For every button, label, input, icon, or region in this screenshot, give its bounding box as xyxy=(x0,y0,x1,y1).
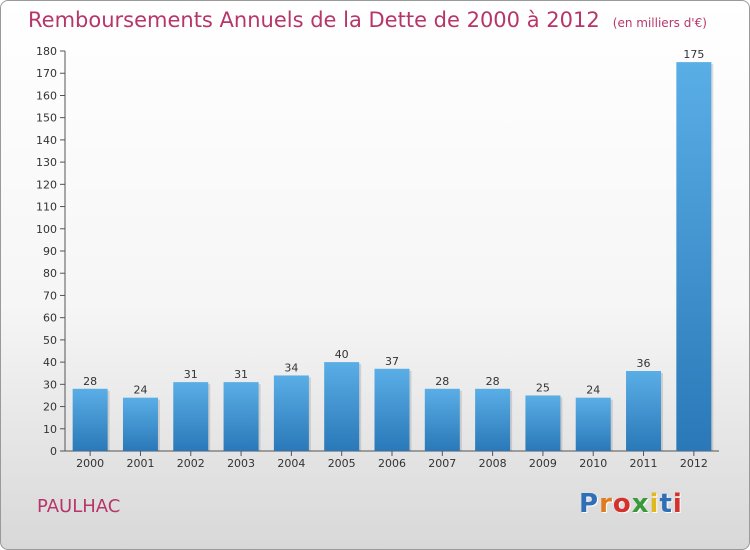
y-tick-label: 40 xyxy=(43,356,57,369)
value-label: 36 xyxy=(637,357,651,370)
x-tick-label: 2010 xyxy=(579,457,607,470)
y-tick-label: 50 xyxy=(43,334,57,347)
x-tick-label: 2012 xyxy=(680,457,708,470)
axes: 0 10 20 30 40 50 60 70 80 90 100 110 120 130 140 150 160… xyxy=(36,45,719,470)
value-label: 175 xyxy=(683,48,704,61)
y-tick-label: 70 xyxy=(43,289,57,302)
y-tick-label: 170 xyxy=(36,67,57,80)
bar-2003 xyxy=(223,382,259,451)
bar-2005 xyxy=(324,362,360,451)
x-tick-label: 2006 xyxy=(378,457,406,470)
y-tick-label: 150 xyxy=(36,112,57,125)
value-label: 37 xyxy=(385,355,399,368)
logo-letter: t xyxy=(659,489,673,519)
x-tick-label: 2000 xyxy=(76,457,104,470)
y-tick-label: 130 xyxy=(36,156,57,169)
y-tick-label: 80 xyxy=(43,267,57,280)
x-tick-label: 2005 xyxy=(328,457,356,470)
bar-2009 xyxy=(525,395,561,451)
bar-2008 xyxy=(475,388,511,451)
y-tick-label: 60 xyxy=(43,312,57,325)
x-tick-label: 2008 xyxy=(479,457,507,470)
y-tick-label: 180 xyxy=(36,45,57,58)
value-label: 40 xyxy=(335,348,349,361)
value-label: 34 xyxy=(284,361,298,374)
bars: 28 24 31 31 34 40 37 28 28 25 24 36 175 xyxy=(72,48,714,451)
value-label: 28 xyxy=(486,375,500,388)
value-label: 28 xyxy=(83,375,97,388)
y-tick-label: 110 xyxy=(36,201,57,214)
title-text: Remboursements Annuels de la Dette de 20… xyxy=(28,8,600,32)
proxiti-logo: Proxiti xyxy=(579,489,683,519)
logo-letter: P xyxy=(579,489,600,519)
bar-2012 xyxy=(676,62,712,451)
bar-2004 xyxy=(273,375,309,451)
logo-letter: x xyxy=(631,489,650,519)
y-tick-label: 20 xyxy=(43,401,57,414)
value-label: 31 xyxy=(184,368,198,381)
x-tick-label: 2009 xyxy=(529,457,557,470)
x-tick-label: 2011 xyxy=(630,457,658,470)
value-label: 31 xyxy=(234,368,248,381)
bar-2001 xyxy=(122,397,158,451)
bar-2006 xyxy=(374,368,410,451)
x-tick-label: 2001 xyxy=(126,457,154,470)
logo-letter: i xyxy=(672,489,683,519)
bar-2000 xyxy=(72,388,108,451)
bar-2010 xyxy=(575,397,611,451)
x-tick-label: 2004 xyxy=(277,457,305,470)
x-tick-label: 2007 xyxy=(428,457,456,470)
x-tick-label: 2003 xyxy=(227,457,255,470)
value-label: 25 xyxy=(536,381,550,394)
y-tick-label: 160 xyxy=(36,89,57,102)
y-tick-label: 30 xyxy=(43,378,57,391)
y-tick-label: 0 xyxy=(50,445,57,458)
logo-letter: r xyxy=(599,489,613,519)
commune-name: PAULHAC xyxy=(37,496,121,517)
value-label: 24 xyxy=(133,384,147,397)
bar-2007 xyxy=(424,388,460,451)
logo-letter: i xyxy=(649,489,660,519)
logo-letter: o xyxy=(612,489,632,519)
y-tick-label: 90 xyxy=(43,245,57,258)
value-label: 24 xyxy=(586,384,600,397)
title-unit: (en milliers d'€) xyxy=(612,16,707,30)
bar-2002 xyxy=(173,382,209,451)
y-tick-label: 100 xyxy=(36,223,57,236)
value-label: 28 xyxy=(435,375,449,388)
y-tick-label: 10 xyxy=(43,423,57,436)
chart-title: Remboursements Annuels de la Dette de 20… xyxy=(28,8,707,32)
x-tick-label: 2002 xyxy=(177,457,205,470)
y-tick-label: 140 xyxy=(36,134,57,147)
y-tick-label: 120 xyxy=(36,178,57,191)
bar-2011 xyxy=(626,371,662,451)
